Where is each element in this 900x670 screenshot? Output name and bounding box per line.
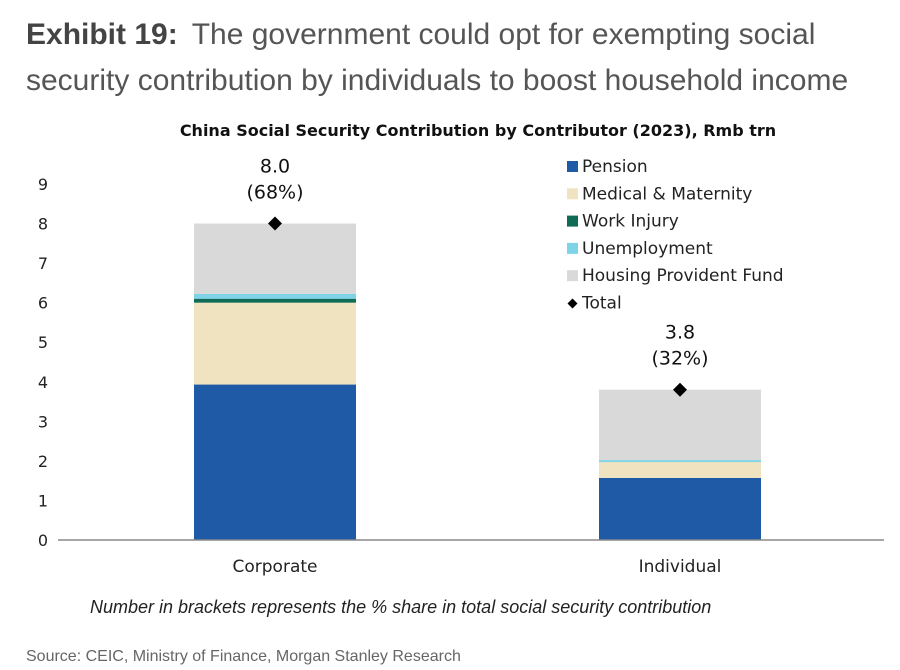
total-marker-individual [673,382,687,397]
y-axis-ticks: 0 1 2 3 4 5 6 7 8 9 [38,175,48,550]
exhibit-title: The government could opt for exempting s… [26,18,849,97]
total-share-label: (68%) [246,182,303,204]
y-tick-label: 7 [38,254,48,273]
y-tick-label: 2 [38,452,48,471]
exhibit-heading: Exhibit 19: The government could opt for … [26,12,886,104]
x-label-individual: Individual [639,557,722,577]
y-tick-label: 0 [38,531,48,550]
chart-title: China Social Security Contribution by Co… [180,121,776,140]
y-tick-label: 5 [38,333,48,352]
bar-corporate-medical-and-maternity [194,302,356,385]
x-label-corporate: Corporate [233,557,318,577]
legend: Pension Medical & Maternity Work Injury Une… [567,157,784,314]
source-note: Source: CEIC, Ministry of Finance, Morga… [26,648,461,665]
bar-individual-housing-provident-fund [599,389,761,461]
y-tick-label: 3 [38,412,48,431]
total-marker-corporate [268,216,282,231]
total-share-label: (32%) [651,348,708,370]
legend-label-housing-provident-fund: Housing Provident Fund [582,266,784,286]
legend-label-unemployment: Unemployment [582,239,713,259]
legend-label-work-injury: Work Injury [582,212,679,232]
total-value-label: 3.8 [665,322,695,344]
bar-individual-pension [599,477,761,540]
legend-swatch-work-injury [567,215,578,227]
bar-corporate-unemployment [194,293,356,299]
legend-label-medical-and-maternity: Medical & Maternity [582,184,752,204]
y-tick-label: 9 [38,175,48,194]
chart-container: China Social Security Contribution by Co… [0,112,900,622]
total-value-label: 8.0 [260,156,290,178]
stacked-bar-chart: China Social Security Contribution by Co… [38,121,884,577]
y-tick-label: 8 [38,215,48,234]
legend-swatch-unemployment [567,242,578,254]
total-markers: 8.0 (68%) 3.8 (32%) [246,156,709,397]
legend-swatch-housing-provident-fund [567,270,578,282]
legend-label-pension: Pension [582,157,648,177]
exhibit-label: Exhibit 19: [26,18,178,51]
y-tick-label: 1 [38,491,48,510]
legend-swatch-medical-and-maternity [567,188,578,200]
footnote: Number in brackets represents the % shar… [90,597,712,617]
y-tick-label: 4 [38,373,48,392]
legend-swatch-pension [567,161,578,172]
legend-label-total: Total [581,294,622,314]
y-tick-label: 6 [38,294,48,313]
x-axis-labels: Corporate Individual [233,557,722,577]
bar-corporate-pension [194,384,356,540]
legend-marker-total [567,298,578,309]
bar-individual-unemployment [599,460,761,463]
bar-individual-medical-and-maternity [599,462,761,478]
bar-corporate-work-injury [194,298,356,303]
bar-corporate-housing-provident-fund [194,223,356,294]
bars [194,223,761,540]
